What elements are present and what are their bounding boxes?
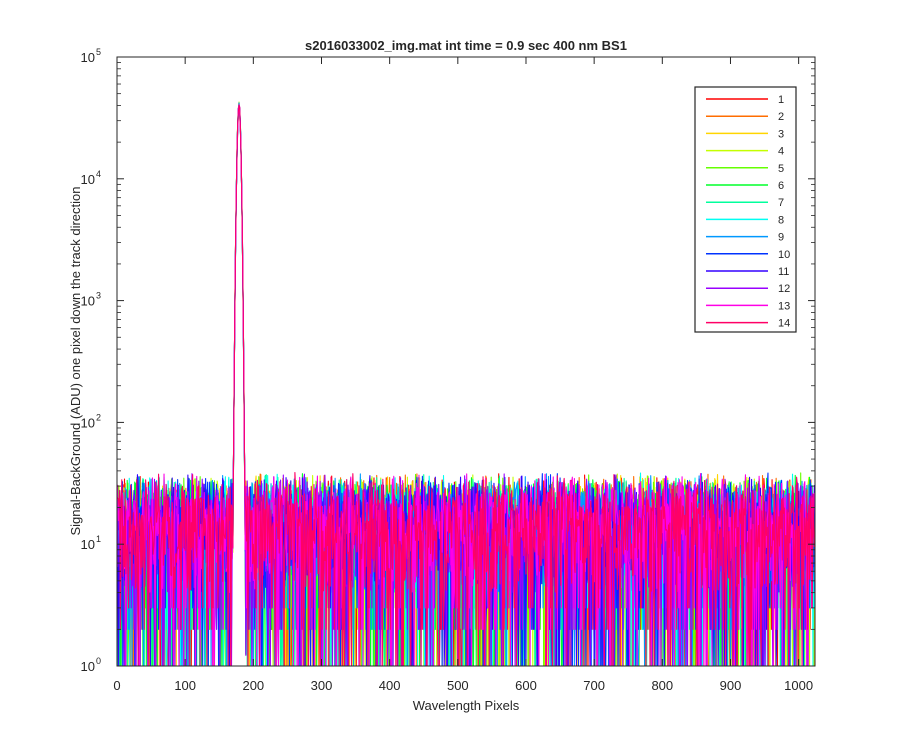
y-tick-label-exponent: 0 (96, 656, 101, 666)
legend-label: 9 (778, 232, 784, 244)
y-axis-label: Signal-BackGround (ADU) one pixel down t… (68, 186, 83, 535)
legend-item: 2 (706, 111, 784, 123)
chart-title: s2016033002_img.mat int time = 0.9 sec 4… (305, 38, 627, 53)
x-tick-label: 600 (515, 678, 537, 693)
legend-item: 14 (706, 318, 790, 330)
x-tick-label: 800 (651, 678, 673, 693)
y-tick-label-base: 10 (81, 415, 95, 430)
x-tick-label: 400 (379, 678, 401, 693)
legend-label: 6 (778, 180, 784, 192)
legend-label: 1 (778, 94, 784, 106)
legend-item: 7 (706, 197, 784, 209)
legend-item: 9 (706, 232, 784, 244)
y-tick-label-base: 10 (81, 537, 95, 552)
y-tick-label-base: 10 (81, 659, 95, 674)
x-tick-label: 900 (720, 678, 742, 693)
series-line-14 (117, 104, 815, 666)
y-tick-label-base: 10 (81, 50, 95, 65)
y-tick-label: 10 5 (81, 47, 101, 65)
legend-item: 10 (706, 249, 790, 261)
y-tick-label: 10 1 (81, 534, 101, 552)
legend-box (694, 86, 797, 333)
legend-item: 4 (706, 146, 784, 158)
x-tick-label: 300 (311, 678, 333, 693)
y-tick-label-exponent: 2 (96, 412, 101, 422)
x-tick-label: 1000 (784, 678, 813, 693)
legend-item: 8 (706, 214, 784, 226)
legend-label: 3 (778, 128, 784, 140)
legend-item: 5 (706, 163, 784, 175)
y-tick-label: 10 4 (81, 169, 101, 187)
y-tick-label: 10 2 (81, 412, 101, 430)
series-layer (117, 101, 815, 666)
axes-box (116, 56, 816, 667)
legend-label: 4 (778, 146, 784, 158)
x-tick-label: 100 (174, 678, 196, 693)
x-tick-label: 0 (113, 678, 120, 693)
y-tick-label-exponent: 3 (96, 291, 101, 301)
legend-item: 13 (706, 300, 790, 312)
legend-item: 12 (706, 283, 790, 295)
y-tick-label-exponent: 5 (96, 47, 101, 57)
y-tick-label-exponent: 4 (96, 169, 101, 179)
legend-label: 11 (778, 266, 789, 278)
legend-label: 7 (778, 197, 784, 209)
x-tick-label: 500 (447, 678, 469, 693)
legend-label: 14 (778, 318, 790, 330)
legend-label: 10 (778, 249, 790, 261)
legend-label: 13 (778, 300, 790, 312)
legend-item: 3 (706, 128, 784, 140)
y-tick-label-exponent: 1 (96, 534, 101, 544)
legend-label: 2 (778, 111, 784, 123)
x-tick-label: 200 (242, 678, 264, 693)
legend-label: 8 (778, 214, 784, 226)
legend-label: 12 (778, 283, 790, 295)
legend-item: 6 (706, 180, 784, 192)
x-axis-label: Wavelength Pixels (413, 698, 520, 713)
y-tick-label: 10 3 (81, 291, 101, 309)
legend-item: 1 (706, 94, 784, 106)
legend-label: 5 (778, 163, 784, 175)
x-tick-label: 700 (583, 678, 605, 693)
y-tick-label-base: 10 (81, 294, 95, 309)
y-tick-label-base: 10 (81, 172, 95, 187)
legend-item: 11 (706, 266, 789, 278)
y-tick-label: 10 0 (81, 656, 101, 674)
